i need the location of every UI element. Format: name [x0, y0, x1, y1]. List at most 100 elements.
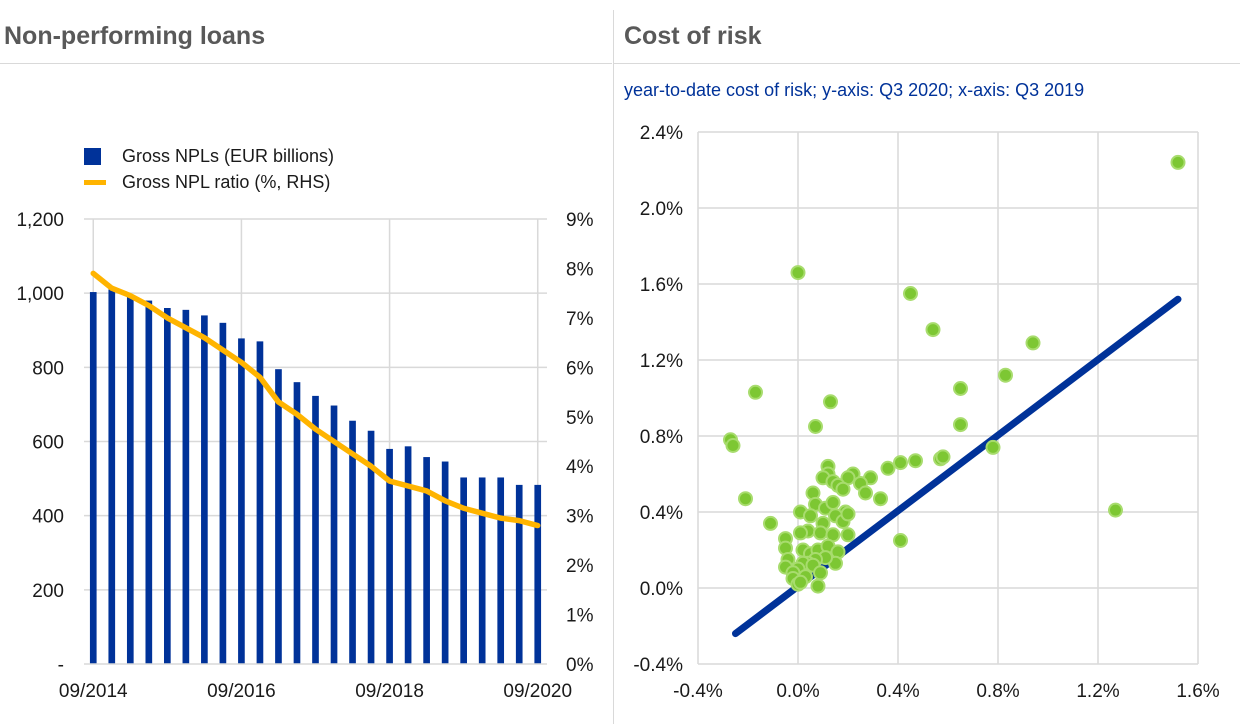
npl-right-tick-label: 5% [566, 408, 594, 429]
cor-scatter-point [998, 367, 1013, 383]
left-title-rule [0, 63, 612, 64]
cor-scatter-point [738, 491, 753, 507]
cor-x-tick-label: -0.4% [673, 681, 723, 702]
npl-bar [219, 322, 227, 664]
npl-legend: Gross NPLs (EUR billions) Gross NPL rati… [84, 143, 334, 195]
npl-left-tick-label: 1,000 [16, 284, 64, 305]
cor-y-tick-label: 1.6% [640, 275, 683, 296]
legend-label-npl-ratio: Gross NPL ratio (%, RHS) [122, 171, 331, 192]
npl-right-tick-label: 1% [566, 606, 594, 627]
npl-bar [404, 446, 412, 664]
cor-scatter-point [880, 460, 896, 476]
panel-divider [613, 10, 614, 724]
npl-right-tick-label: 8% [566, 259, 594, 280]
cor-scatter-point [1108, 502, 1123, 518]
cor-scatter-point [793, 574, 808, 590]
cor-scatter-point [835, 481, 851, 497]
npl-x-tick-label: 09/2014 [59, 681, 128, 702]
npl-bar [441, 461, 449, 664]
cor-y-tick-label: 2.0% [640, 199, 683, 220]
npl-bar [386, 448, 393, 664]
legend-label-gross-npls: Gross NPLs (EUR billions) [122, 145, 335, 166]
npl-right-tick-label: 4% [566, 457, 594, 478]
cor-scatter-point [953, 417, 968, 433]
npl-bar [145, 300, 153, 664]
npl-bar [108, 289, 116, 664]
cor-x-tick-label: 1.6% [1176, 681, 1219, 702]
cor-scatter-point [813, 565, 828, 581]
cor-scatter-point [803, 508, 818, 524]
npl-left-tick-label: 600 [32, 433, 64, 454]
cor-scatter-point [903, 286, 918, 301]
cor-x-tick-label: 0.4% [876, 681, 919, 702]
legend-item-npl-ratio: Gross NPL ratio (%, RHS) [84, 169, 334, 195]
npl-x-tick-label: 09/2018 [355, 681, 424, 702]
npl-bar [275, 369, 282, 664]
npl-bar [312, 395, 319, 664]
cor-scatter-point [840, 527, 856, 543]
legend-swatch-bar [84, 147, 101, 165]
cor-scatter-point [725, 438, 741, 453]
npl-bar [349, 420, 356, 664]
right-panel-subtitle: year-to-date cost of risk; y-axis: Q3 20… [624, 80, 1085, 100]
npl-chart-ratio-line [90, 270, 541, 529]
cor-scatter-point [935, 449, 951, 465]
npl-bar [201, 315, 208, 664]
cor-scatter-point [813, 525, 828, 541]
cor-y-tick-label: -0.4% [633, 655, 683, 676]
npl-bar [330, 405, 338, 664]
cor-x-tick-label: 0.0% [776, 681, 819, 702]
npl-left-tick-label: 1,200 [16, 210, 64, 231]
npl-left-tick-label: 200 [32, 581, 64, 602]
cor-scatter-point [1170, 154, 1186, 170]
npl-bar [460, 477, 467, 664]
npl-bar [367, 430, 375, 664]
cor-y-tick-label: 2.4% [640, 123, 683, 144]
cor-scatter-point [808, 419, 823, 434]
npl-bar [182, 309, 190, 664]
npl-bar [423, 457, 430, 664]
cor-x-tick-label: 0.8% [976, 681, 1019, 702]
cor-scatter-point [840, 506, 856, 522]
npl-ratio-series-line [90, 270, 541, 529]
cor-scatter-point [985, 439, 1001, 455]
cor-scatter-point [763, 515, 778, 531]
npl-chart-axes: - 200 400 600 800 1,000 1,200 0% 1% 2% 3% 4% 5% 6% 7% 8… [16, 210, 593, 702]
cor-scatter-point [873, 491, 888, 507]
legend-item-gross-npls: Gross NPLs (EUR billions) [84, 143, 334, 169]
npl-bar [89, 292, 97, 664]
npl-chart-bars [89, 289, 542, 664]
cor-scatter-point [810, 578, 826, 594]
cor-scatter-point [893, 533, 908, 548]
cor-scatter-point [790, 265, 806, 281]
cor-scatter-point [858, 485, 873, 501]
npl-right-tick-label: 7% [566, 309, 594, 330]
cor-y-tick-label: 0.0% [640, 579, 683, 600]
cor-x-tick-label: 1.2% [1076, 681, 1119, 702]
cor-scatter-point [908, 453, 923, 469]
legend-swatch-line [84, 179, 106, 185]
npl-right-tick-label: 0% [566, 655, 594, 676]
npl-bar [256, 341, 264, 664]
npl-bar [238, 338, 245, 664]
cor-y-tick-label: 1.2% [640, 351, 683, 372]
npl-x-tick-label: 09/2016 [207, 681, 276, 702]
npl-bar [478, 477, 486, 664]
npl-bar [515, 484, 523, 664]
cor-scatter-point [823, 394, 838, 410]
npl-right-tick-label: 3% [566, 507, 594, 528]
npl-bar [497, 477, 505, 664]
cor-scatter-point [793, 525, 808, 541]
npl-right-tick-label: 2% [566, 556, 594, 577]
npl-left-tick-label: - [58, 655, 64, 676]
cor-scatter-point [953, 381, 968, 396]
npl-bar [126, 296, 134, 664]
npl-left-tick-label: 800 [32, 358, 64, 379]
right-title-rule [614, 63, 1240, 64]
cor-scatter-point [925, 322, 941, 338]
cor-scatter-point [893, 455, 908, 471]
cor-y-tick-label: 0.8% [640, 427, 683, 448]
cor-chart-points [723, 154, 1186, 594]
npl-x-tick-label: 09/2020 [503, 681, 572, 702]
